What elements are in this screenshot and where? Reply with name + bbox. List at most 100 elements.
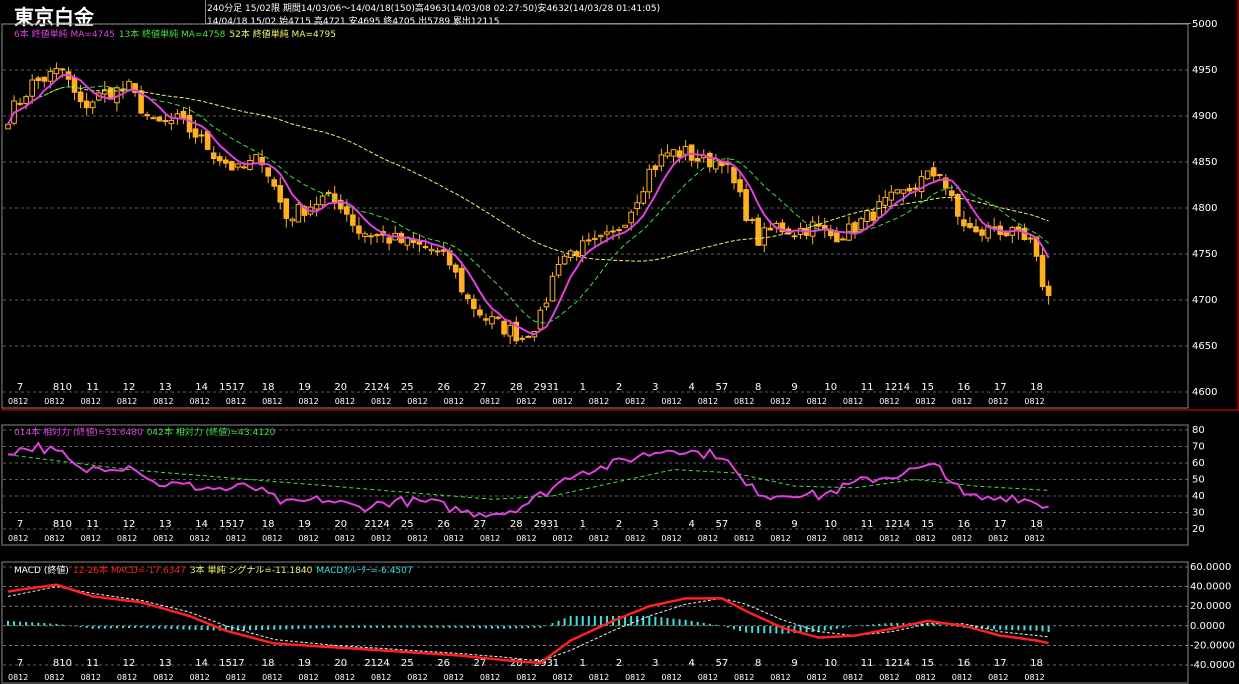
rsi-date-label: 810	[53, 519, 72, 530]
candle-body	[694, 158, 701, 162]
price-hour-label: 0812	[698, 397, 718, 406]
candle-body	[325, 191, 332, 194]
candle-body	[513, 321, 520, 342]
candle-body	[918, 176, 925, 193]
rsi-date-label: 8	[755, 519, 761, 530]
rsi-date-label: 25	[401, 519, 414, 530]
price-hour-label: 0812	[988, 397, 1008, 406]
price-hour-label: 0812	[81, 397, 101, 406]
rsi-hour-label: 0812	[625, 534, 645, 543]
rsi-ytick-label: 70	[1192, 442, 1205, 453]
macd-hour-label: 0812	[8, 673, 28, 682]
rsi-date-label: 1214	[885, 519, 910, 530]
macd-date-label: 28	[510, 658, 523, 669]
candle-body	[156, 116, 163, 122]
candle-body	[5, 123, 11, 130]
macd-hour-label: 0812	[879, 673, 899, 682]
macd-hour-label: 0812	[952, 673, 972, 682]
candle-body	[592, 237, 598, 240]
candle-body	[961, 219, 967, 227]
macd-ytick-label: -40.0000	[1190, 660, 1235, 671]
macd-hour-label: 0812	[916, 673, 936, 682]
candle-body	[1027, 237, 1034, 240]
candle-body	[828, 230, 834, 237]
price-ytick-label: 4950	[1192, 65, 1217, 76]
candle-body	[168, 119, 175, 125]
candle-body	[652, 165, 659, 171]
price-date-label: 7	[17, 382, 23, 393]
candle-body	[356, 225, 362, 234]
macd-date-label: 2931	[534, 658, 559, 669]
candle-body	[59, 68, 66, 71]
rsi-hour-label: 0812	[81, 534, 101, 543]
candle-body	[313, 203, 320, 210]
macd-hour-label: 0812	[298, 673, 318, 682]
candle-body	[537, 309, 544, 330]
price-hour-label: 0812	[44, 397, 64, 406]
rsi-date-label: 18	[262, 519, 275, 530]
candle-body	[102, 89, 108, 95]
rsi-ytick-label: 60	[1192, 458, 1205, 469]
price-date-label: 2931	[534, 382, 559, 393]
macd-ytick-label: -20.0000	[1190, 640, 1235, 651]
price-ytick-label: 4900	[1192, 111, 1217, 122]
macd-hour-label: 0812	[988, 673, 1008, 682]
price-ytick-label: 4650	[1192, 341, 1217, 352]
candle-body	[924, 170, 931, 180]
rsi-date-label: 26	[437, 519, 450, 530]
rsi-date-label: 9	[791, 519, 797, 530]
price-ytick-label: 4700	[1192, 295, 1217, 306]
candle-body	[519, 337, 526, 340]
candle-body	[465, 294, 471, 300]
price-date-label: 2124	[364, 382, 389, 393]
candle-body	[555, 263, 562, 276]
candle-body	[23, 96, 29, 104]
macd-hour-label: 0812	[371, 673, 391, 682]
candle-body	[900, 189, 907, 194]
candle-body	[362, 233, 368, 237]
candle-body	[743, 189, 749, 222]
candle-body	[241, 166, 247, 169]
rsi42-line	[7, 454, 1049, 500]
price-date-label: 26	[437, 382, 450, 393]
macd-ytick-label: 20.0000	[1190, 601, 1231, 612]
macd-date-label: 7	[17, 658, 23, 669]
rsi-ytick-label: 50	[1192, 475, 1205, 486]
price-hour-label: 0812	[407, 397, 427, 406]
price-hour-label: 0812	[879, 397, 899, 406]
rsi-hour-label: 0812	[807, 534, 827, 543]
candle-body	[229, 161, 235, 171]
price-date-label: 2	[616, 382, 622, 393]
candle-body	[646, 168, 653, 193]
macd-date-label: 810	[53, 658, 72, 669]
candle-body	[126, 80, 132, 91]
price-hour-label: 0812	[807, 397, 827, 406]
ma13-line	[7, 85, 1049, 324]
candle-body	[283, 198, 290, 220]
candle-body	[525, 335, 532, 338]
candle-body	[942, 177, 949, 189]
price-legend-item: 13本 終値単純 MA=4758	[118, 30, 226, 40]
macd-hour-label: 0812	[81, 673, 101, 682]
price-hour-label: 0812	[661, 397, 681, 406]
rsi-hour-label: 0812	[8, 534, 28, 543]
price-hour-label: 0812	[916, 397, 936, 406]
candle-body	[676, 150, 683, 158]
candle-body	[489, 316, 495, 325]
rsi-date-label: 1517	[219, 519, 244, 530]
ma52-line	[7, 86, 1049, 262]
rsi-legend: 014本 相対力 (終値)=33.6480 042本 相対力 (終値)=43.41…	[14, 425, 279, 438]
price-date-label: 27	[474, 382, 487, 393]
candle-body	[180, 110, 187, 119]
macd-hour-label: 0812	[117, 673, 137, 682]
macd-hour-label: 0812	[553, 673, 573, 682]
candle-body	[477, 309, 483, 316]
rsi-date-label: 27	[474, 519, 487, 530]
macd-hour-label: 0812	[843, 673, 863, 682]
candle-body	[761, 227, 768, 246]
candle-body	[434, 250, 441, 253]
candle-body	[670, 149, 677, 157]
candle-body	[138, 90, 144, 114]
price-hour-label: 0812	[117, 397, 137, 406]
rsi-hour-label: 0812	[262, 534, 282, 543]
